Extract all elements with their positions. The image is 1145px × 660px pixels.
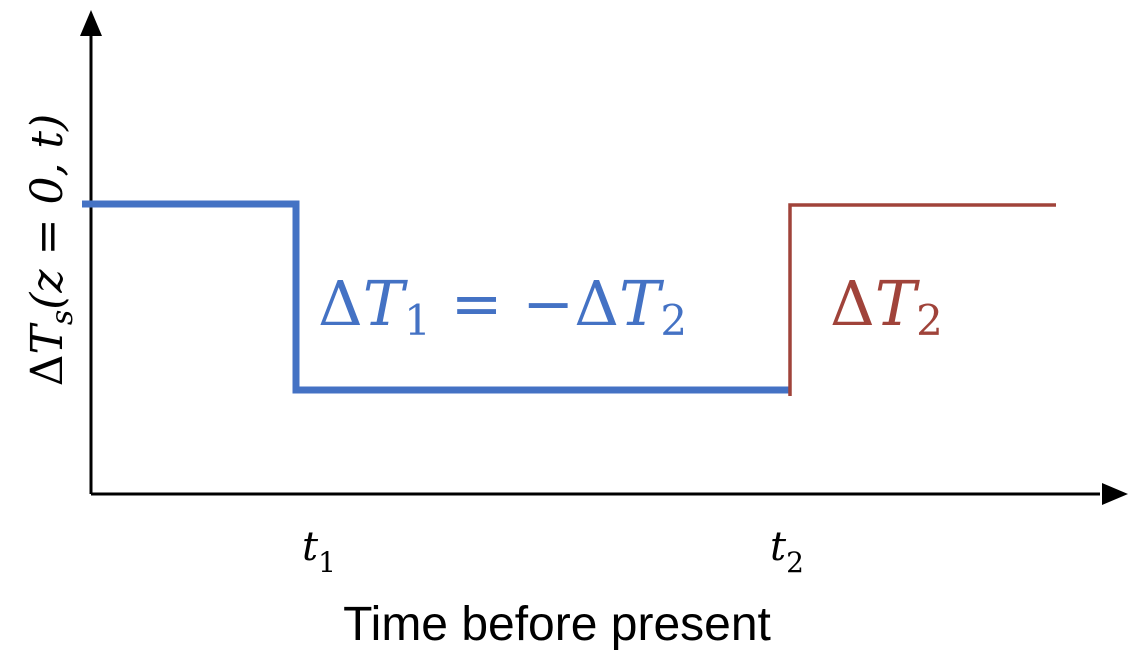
- y-axis-label-delta: Δ: [22, 355, 73, 387]
- y-axis-label-sub: s: [45, 310, 80, 325]
- blue-step-line: [82, 200, 790, 394]
- blue-label-eq: = −: [431, 267, 574, 340]
- tick-label-t1-sub: 1: [318, 546, 336, 579]
- blue-label-rhs-var: T: [619, 267, 665, 340]
- red-label-sub: 2: [916, 296, 943, 345]
- blue-label-lhs-var: T: [363, 267, 409, 340]
- tick-label-t2: t2: [770, 524, 804, 579]
- x-axis-arrow: [1102, 483, 1128, 505]
- y-axis-arrow: [80, 10, 102, 36]
- blue-label: ΔT1 = −ΔT2: [318, 267, 687, 345]
- blue-label-rhs-sub: 2: [660, 296, 687, 345]
- tick-label-t1-var: t: [302, 524, 319, 570]
- y-axis-label-args: (z = 0, t): [22, 114, 73, 310]
- tick-label-t2-sub: 2: [786, 546, 804, 579]
- y-axis-label-var: T: [22, 322, 73, 355]
- y-axis-label: ΔTs(z = 0, t): [22, 114, 80, 387]
- red-label: ΔT2: [830, 267, 943, 345]
- x-axis-label: Time before present: [343, 598, 771, 651]
- blue-label-lhs-delta: Δ: [318, 267, 363, 340]
- red-label-var: T: [875, 267, 921, 340]
- tick-label-t1: t1: [302, 524, 336, 579]
- blue-label-lhs-sub: 1: [404, 296, 431, 345]
- blue-label-rhs-delta: Δ: [574, 267, 619, 340]
- red-label-delta: Δ: [830, 267, 875, 340]
- red-step-line: [788, 203, 1056, 396]
- tick-label-t2-var: t: [770, 524, 787, 570]
